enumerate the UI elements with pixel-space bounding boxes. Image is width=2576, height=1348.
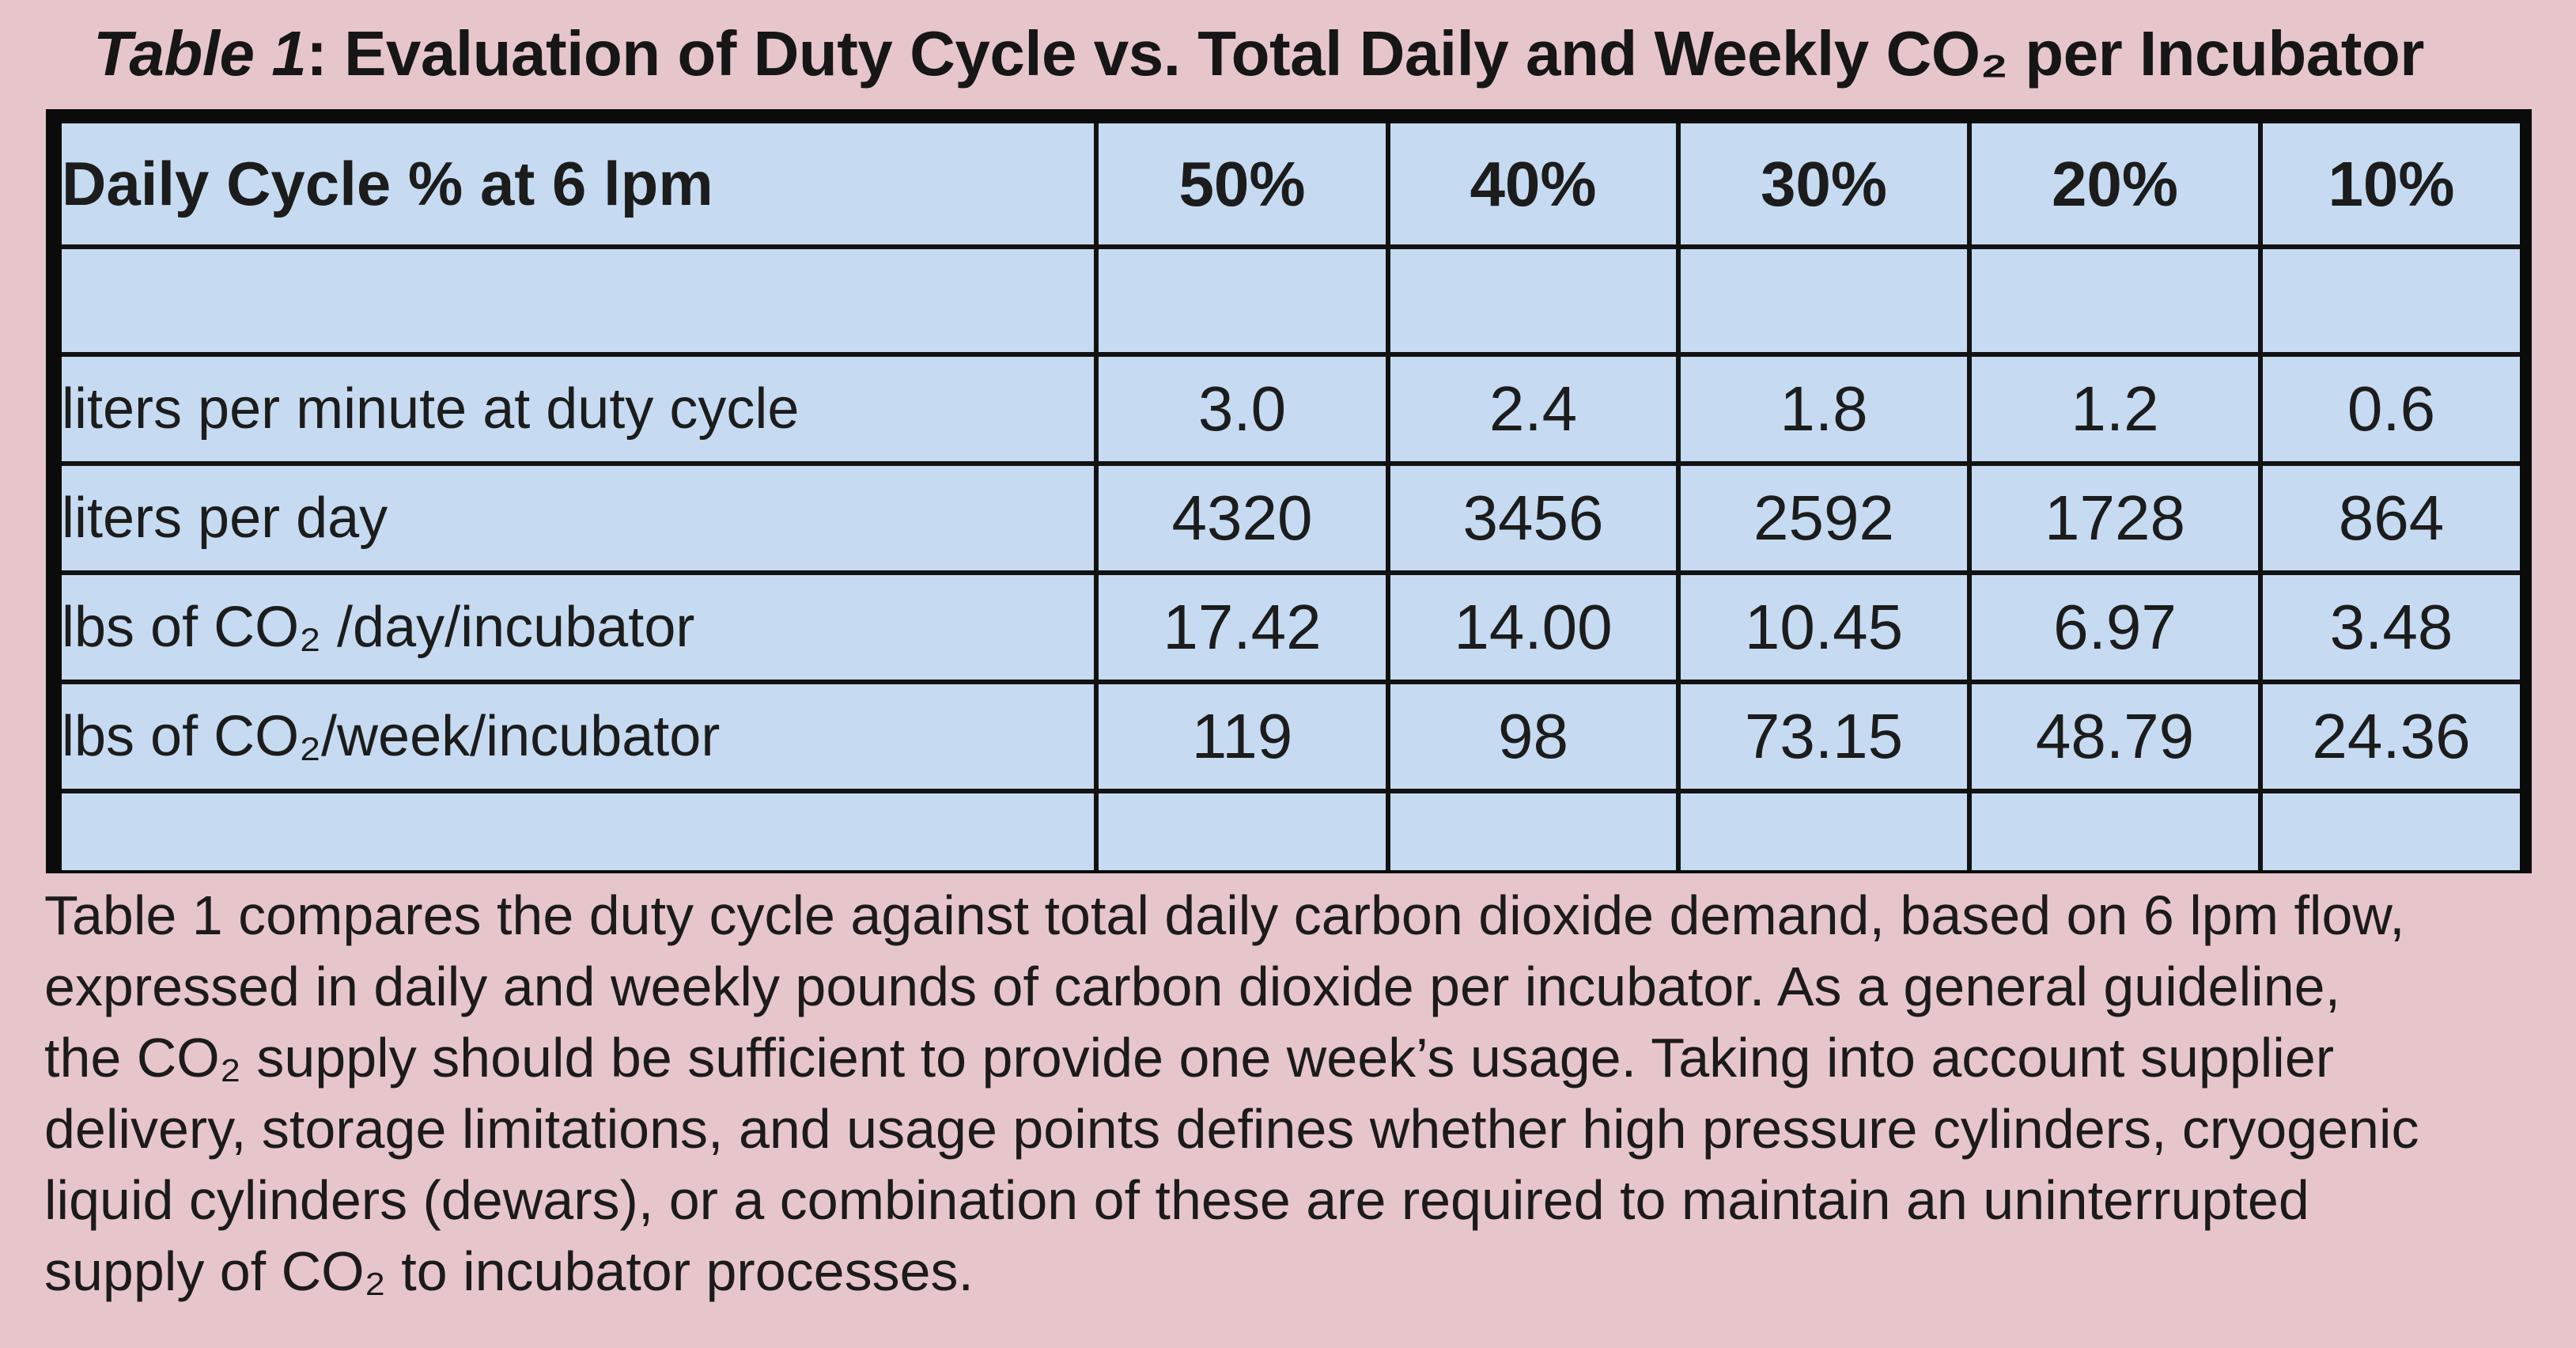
- table-row-lpm: liters per minute at duty cycle 3.0 2.4 …: [62, 352, 2520, 466]
- row-label-cell: [62, 244, 1099, 357]
- value-cell: 1.8: [1676, 352, 1972, 466]
- table-row-liters-per-day: liters per day 4320 3456 2592 1728 864: [62, 461, 2520, 575]
- value-cell: 1.2: [1967, 352, 2263, 466]
- value-cell: 4320: [1094, 461, 1390, 575]
- row-label-cell: [62, 789, 1099, 870]
- value-cell: [1676, 244, 1972, 357]
- table-row-empty-bottom: [62, 789, 2520, 870]
- value-cell: 73.15: [1676, 680, 1972, 793]
- value-cell: 3456: [1386, 461, 1681, 575]
- row-label-cell: lbs of CO₂ /day/incubator: [62, 570, 1099, 684]
- value-cell: 2592: [1676, 461, 1972, 575]
- table-caption: Table 1 compares the duty cycle against …: [44, 880, 2551, 1307]
- header-cell-20: 20%: [1967, 123, 2263, 249]
- value-cell: 48.79: [1967, 680, 2263, 793]
- header-cell-40: 40%: [1386, 123, 1681, 249]
- value-cell: 6.97: [1967, 570, 2263, 684]
- value-cell: 1728: [1967, 461, 2263, 575]
- value-cell: [1386, 244, 1681, 357]
- value-cell: [1094, 789, 1390, 870]
- caption-line: liquid cylinders (dewars), or a combinat…: [44, 1169, 2309, 1231]
- row-label-cell: liters per day: [62, 461, 1099, 575]
- table-header-row: Daily Cycle % at 6 lpm 50% 40% 30% 20% 1…: [62, 123, 2520, 249]
- table-frame: Daily Cycle % at 6 lpm 50% 40% 30% 20% 1…: [46, 109, 2532, 873]
- caption-line: supply of CO₂ to incubator processes.: [44, 1240, 974, 1302]
- value-cell: 10.45: [1676, 570, 1972, 684]
- duty-cycle-table: Daily Cycle % at 6 lpm 50% 40% 30% 20% 1…: [62, 123, 2520, 870]
- value-cell: 98: [1386, 680, 1681, 793]
- value-cell: [1386, 789, 1681, 870]
- value-cell: [2258, 244, 2520, 357]
- row-label-cell: lbs of CO₂/week/incubator: [62, 680, 1099, 793]
- value-cell: [1676, 789, 1972, 870]
- value-cell: 24.36: [2258, 680, 2520, 793]
- table-row-lbs-per-week: lbs of CO₂/week/incubator 119 98 73.15 4…: [62, 680, 2520, 793]
- value-cell: 17.42: [1094, 570, 1390, 684]
- header-cell-50: 50%: [1094, 123, 1390, 249]
- value-cell: 3.0: [1094, 352, 1390, 466]
- value-cell: 3.48: [2258, 570, 2520, 684]
- value-cell: [2258, 789, 2520, 870]
- caption-line: delivery, storage limitations, and usage…: [44, 1098, 2419, 1160]
- table-title: Table 1: Evaluation of Duty Cycle vs. To…: [93, 17, 2424, 90]
- table-row-lbs-per-day: lbs of CO₂ /day/incubator 17.42 14.00 10…: [62, 570, 2520, 684]
- table-title-text: : Evaluation of Duty Cycle vs. Total Dai…: [306, 18, 2424, 89]
- table-title-prefix: Table 1: [93, 18, 307, 89]
- row-label-cell: liters per minute at duty cycle: [62, 352, 1099, 466]
- value-cell: [1967, 789, 2263, 870]
- value-cell: 864: [2258, 461, 2520, 575]
- table-row-empty-top: [62, 244, 2520, 357]
- value-cell: 2.4: [1386, 352, 1681, 466]
- value-cell: 0.6: [2258, 352, 2520, 466]
- caption-line: the CO₂ supply should be sufficient to p…: [44, 1027, 2335, 1089]
- header-cell-10: 10%: [2258, 123, 2520, 249]
- header-label-cell: Daily Cycle % at 6 lpm: [62, 123, 1099, 249]
- value-cell: [1967, 244, 2263, 357]
- header-cell-30: 30%: [1676, 123, 1972, 249]
- value-cell: 14.00: [1386, 570, 1681, 684]
- caption-line: expressed in daily and weekly pounds of …: [44, 956, 2341, 1017]
- value-cell: 119: [1094, 680, 1390, 793]
- caption-line: Table 1 compares the duty cycle against …: [44, 884, 2405, 946]
- value-cell: [1094, 244, 1390, 357]
